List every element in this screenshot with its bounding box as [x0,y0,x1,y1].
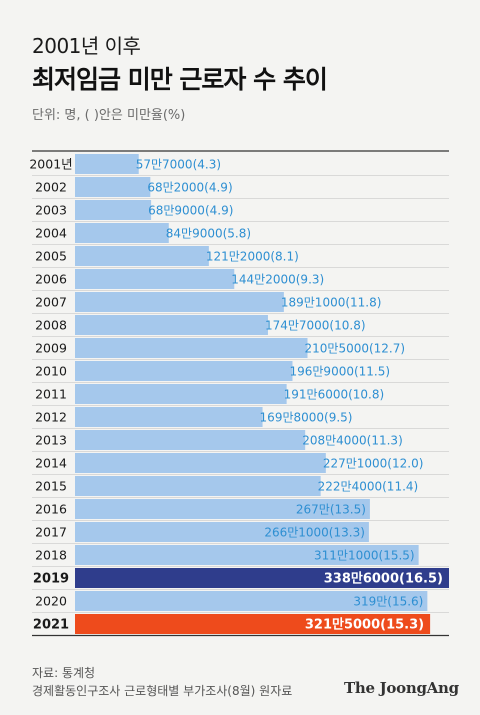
bar [75,315,268,335]
category-label: 2005 [35,249,67,264]
value-label: 84만9000(5.8) [166,227,251,241]
source-line2: 경제활동인구조사 근로형태별 부가조사(8월) 원자료 [32,684,293,698]
category-label: 2008 [35,318,67,333]
bar [75,177,151,197]
value-label: 196만9000(11.5) [289,365,390,379]
category-label: 2003 [35,203,67,218]
category-label: 2016 [35,502,67,517]
bar [75,614,431,634]
value-label: 208만4000(11.3) [302,434,403,448]
bar [75,430,306,450]
source-line1: 자료: 통계청 [32,666,96,680]
chart-title-line2: 최저임금 미만 근로자 수 추이 [32,65,328,94]
category-label: 2017 [35,525,67,540]
value-label: 321만5000(15.3) [305,617,424,633]
category-label: 2004 [35,226,67,241]
bar [75,223,169,243]
bar [75,269,235,289]
value-label: 144만2000(9.3) [231,273,324,287]
category-label: 2019 [33,572,69,587]
value-label: 227만1000(12.0) [323,457,424,471]
value-label: 57만7000(4.3) [136,158,221,172]
value-label: 210만5000(12.7) [305,342,406,356]
value-label: 68만9000(4.9) [148,204,233,218]
category-label: 2002 [35,180,67,195]
bar [75,200,152,220]
category-label: 2006 [35,272,67,287]
category-label: 2007 [35,295,67,310]
category-label: 2001년 [29,157,72,172]
category-label: 2012 [35,410,67,425]
category-label: 2020 [35,594,67,609]
bar [75,292,284,312]
value-label: 311만1000(15.5) [314,549,415,563]
value-label: 319만(15.6) [353,595,423,609]
bar [75,476,321,496]
value-label: 68만2000(4.9) [147,181,232,195]
bar [75,568,449,588]
bar [75,591,428,611]
bar [75,522,369,542]
category-label: 2013 [35,433,67,448]
bar [75,338,308,358]
value-label: 266만1000(13.3) [264,526,365,540]
unit-note: 단위: 명, ( )안은 미만율(%) [32,108,186,123]
chart-title-line1: 2001년 이후 [32,34,141,58]
value-label: 191만6000(10.8) [284,388,385,402]
bar [75,545,419,565]
bar [75,384,287,404]
category-label: 2021 [33,618,69,633]
category-label: 2009 [35,341,67,356]
bar [75,453,326,473]
category-label: 2018 [35,548,67,563]
bar [75,246,209,266]
bar [75,361,293,381]
value-label: 338만6000(16.5) [324,571,443,587]
bar [75,499,370,519]
category-label: 2015 [35,479,67,494]
category-label: 2011 [35,387,67,402]
value-label: 222만4000(11.4) [318,480,419,494]
category-label: 2014 [35,456,67,471]
value-label: 267만(13.5) [296,503,366,517]
publisher-logo: The JoongAng [344,679,459,697]
bar [75,154,139,174]
category-label: 2010 [35,364,67,379]
value-label: 169만8000(9.5) [260,411,353,425]
value-label: 189만1000(11.8) [281,296,382,310]
value-label: 121만2000(8.1) [206,250,299,264]
value-label: 174만7000(10.8) [265,319,366,333]
bar [75,407,263,427]
